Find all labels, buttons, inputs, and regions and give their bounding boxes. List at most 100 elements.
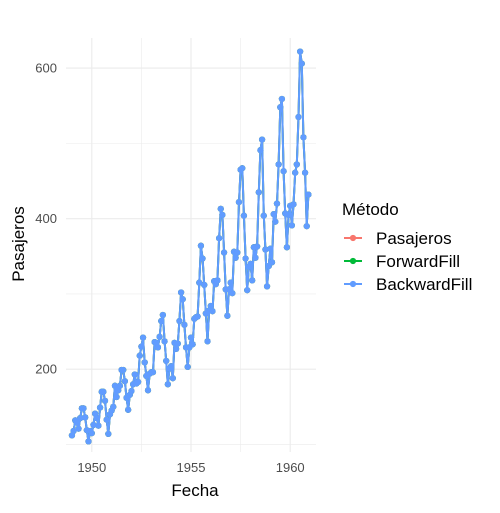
series-layer (69, 48, 312, 444)
data-point-backwardfill (163, 358, 169, 364)
data-point-backwardfill (185, 364, 191, 370)
data-point-backwardfill (259, 137, 265, 143)
data-point-backwardfill (95, 423, 101, 429)
data-point-backwardfill (252, 255, 258, 261)
data-point-backwardfill (137, 353, 143, 359)
data-point-backwardfill (241, 213, 247, 219)
data-point-backwardfill (229, 290, 235, 296)
data-point-backwardfill (97, 404, 103, 410)
data-point-backwardfill (239, 165, 245, 171)
legend-items: Pasajeros ForwardFill BackwardFill (344, 229, 472, 294)
legend-label: BackwardFill (376, 275, 472, 294)
data-point-backwardfill (267, 246, 273, 252)
data-point-backwardfill (178, 289, 184, 295)
data-point-backwardfill (100, 389, 106, 395)
data-point-backwardfill (75, 426, 81, 432)
data-point-backwardfill (105, 431, 111, 437)
data-point-backwardfill (292, 170, 298, 176)
data-point-backwardfill (160, 312, 166, 318)
data-point-backwardfill (128, 388, 134, 394)
y-tick-label: 600 (35, 61, 57, 76)
data-point-backwardfill (279, 96, 285, 102)
data-point-backwardfill (277, 104, 283, 110)
data-point-backwardfill (155, 344, 161, 350)
series-backwardfill (69, 48, 312, 444)
legend-label: Pasajeros (376, 229, 452, 248)
data-point-backwardfill (104, 417, 110, 423)
data-point-backwardfill (269, 259, 275, 265)
data-point-backwardfill (280, 168, 286, 174)
data-point-backwardfill (122, 378, 128, 384)
data-point-backwardfill (180, 296, 186, 302)
data-point-backwardfill (181, 322, 187, 328)
data-point-backwardfill (138, 344, 144, 350)
data-point-backwardfill (224, 313, 230, 319)
data-point-backwardfill (140, 334, 146, 340)
data-point-backwardfill (242, 255, 248, 261)
data-point-backwardfill (216, 235, 222, 241)
data-point-backwardfill (284, 244, 290, 250)
data-point-backwardfill (175, 341, 181, 347)
data-point-backwardfill (219, 212, 225, 218)
axis-layer: 1950 1955 1960 200 400 600 (35, 61, 304, 475)
data-point-backwardfill (85, 438, 91, 444)
data-point-backwardfill (165, 381, 171, 387)
data-point-backwardfill (204, 338, 210, 344)
y-tick-label: 200 (35, 362, 57, 377)
x-tick-label: 1950 (77, 460, 106, 475)
legend: Método Pasajeros ForwardFill BackwardFill (342, 200, 472, 294)
data-point-backwardfill (173, 346, 179, 352)
data-point-backwardfill (199, 255, 205, 261)
data-point-backwardfill (249, 277, 255, 283)
data-point-backwardfill (272, 219, 278, 225)
data-point-backwardfill (113, 394, 119, 400)
data-point-backwardfill (297, 48, 303, 54)
data-point-backwardfill (236, 199, 242, 205)
data-point-backwardfill (294, 161, 300, 167)
data-point-backwardfill (304, 223, 310, 229)
data-point-backwardfill (305, 191, 311, 197)
data-point-backwardfill (156, 334, 162, 340)
data-point-backwardfill (300, 134, 306, 140)
data-point-backwardfill (234, 249, 240, 255)
series-line-backwardfill (72, 52, 308, 442)
y-axis-title: Pasajeros (9, 206, 28, 282)
data-point-backwardfill (198, 243, 204, 249)
data-point-backwardfill (214, 277, 220, 283)
legend-title: Método (342, 200, 399, 219)
legend-key-point (350, 235, 356, 241)
data-point-backwardfill (209, 308, 215, 314)
data-point-backwardfill (276, 161, 282, 167)
data-point-backwardfill (295, 114, 301, 120)
data-point-backwardfill (190, 341, 196, 347)
data-point-backwardfill (247, 261, 253, 267)
data-point-backwardfill (302, 170, 308, 176)
data-point-backwardfill (82, 414, 88, 420)
series-forwardfill (69, 48, 312, 444)
data-point-backwardfill (125, 407, 131, 413)
legend-key-point (350, 281, 356, 287)
legend-item-forwardfill: ForwardFill (344, 252, 460, 271)
data-point-backwardfill (257, 147, 263, 153)
data-point-backwardfill (285, 212, 291, 218)
data-point-backwardfill (158, 318, 164, 324)
data-point-backwardfill (89, 430, 95, 436)
data-point-backwardfill (228, 280, 234, 286)
legend-key-point (350, 258, 356, 264)
y-tick-label: 400 (35, 211, 57, 226)
data-point-backwardfill (233, 255, 239, 261)
data-point-backwardfill (218, 206, 224, 212)
data-point-backwardfill (170, 375, 176, 381)
data-point-backwardfill (264, 283, 270, 289)
data-point-backwardfill (176, 318, 182, 324)
data-point-backwardfill (150, 369, 156, 375)
data-point-backwardfill (274, 201, 280, 207)
x-tick-label: 1955 (177, 460, 206, 475)
data-point-backwardfill (289, 222, 295, 228)
data-point-backwardfill (168, 363, 174, 369)
data-point-backwardfill (254, 243, 260, 249)
data-point-backwardfill (145, 387, 151, 393)
data-point-backwardfill (244, 287, 250, 293)
data-point-backwardfill (290, 201, 296, 207)
